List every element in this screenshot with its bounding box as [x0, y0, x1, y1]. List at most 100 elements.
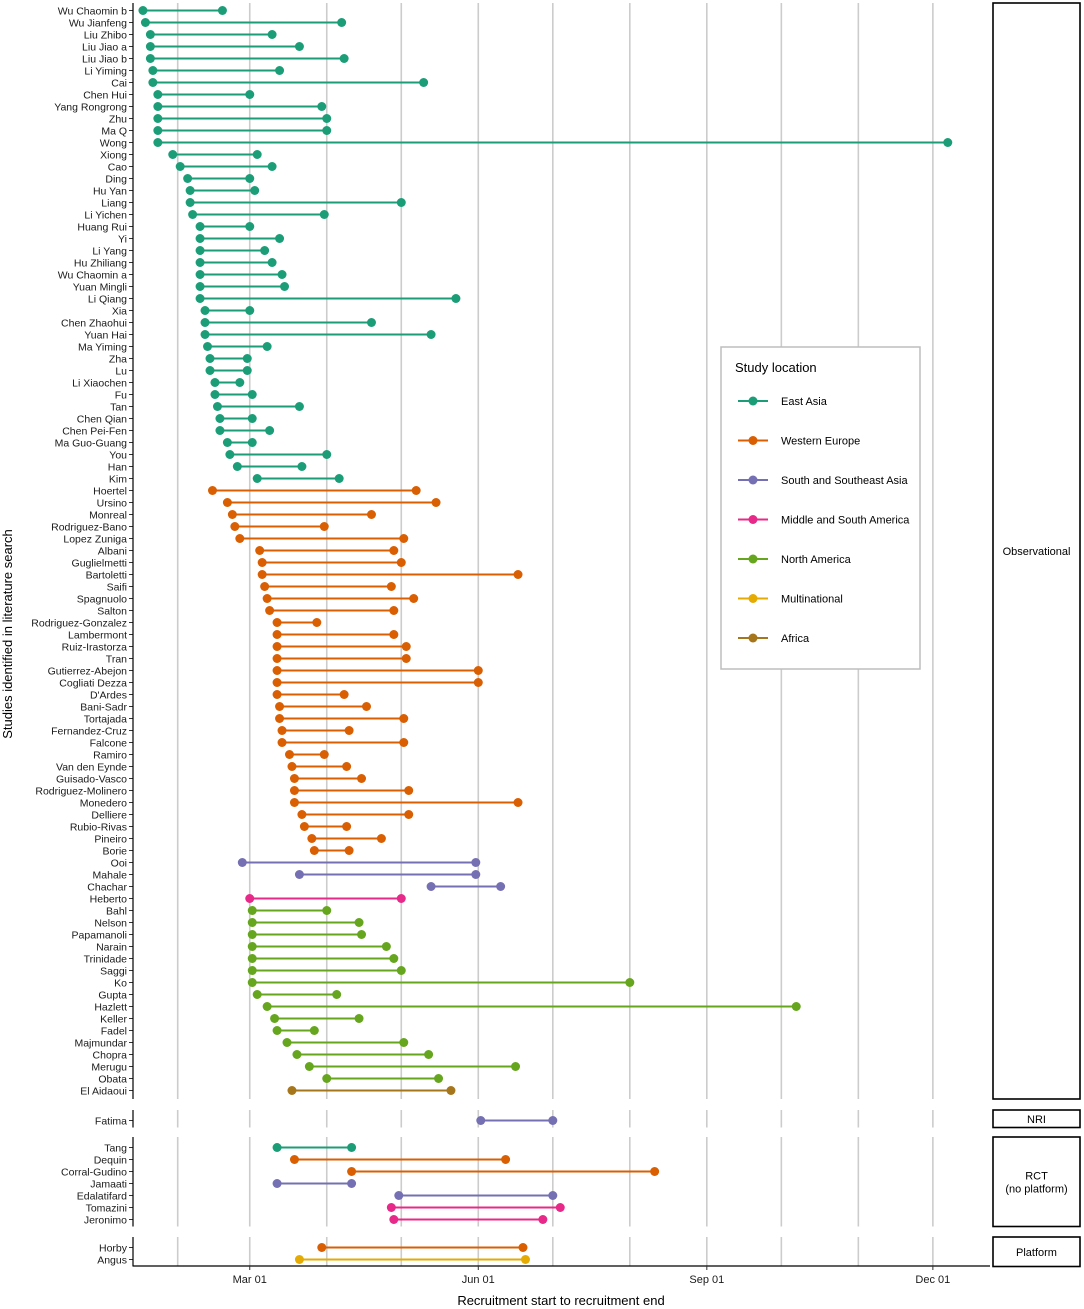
study-label: Spagnuolo: [77, 593, 127, 605]
study-label: Huang Rui: [77, 221, 127, 233]
start-point: [247, 978, 257, 987]
study-label: Ooi: [111, 857, 127, 869]
end-point: [245, 90, 255, 99]
x-axis-title: Recruitment start to recruitment end: [457, 1293, 664, 1308]
start-point: [252, 990, 262, 999]
end-point: [245, 306, 255, 315]
study-intervals: [138, 6, 953, 1264]
study-label: Gutierrez-Abejon: [48, 665, 128, 677]
start-point: [255, 546, 265, 555]
start-point: [262, 1002, 272, 1011]
end-point: [426, 330, 436, 339]
start-point: [247, 966, 257, 975]
end-point: [446, 1086, 456, 1095]
study-label: Rodriguez-Gonzalez: [31, 617, 127, 629]
end-point: [381, 942, 391, 951]
start-point: [282, 1038, 292, 1047]
end-point: [245, 222, 255, 231]
facet-strip: [992, 1136, 1081, 1228]
facet-strips: Observational NRI RCT(no platform) Platform: [992, 2, 1081, 1268]
end-point: [389, 630, 399, 639]
study-label: Dequin: [94, 1154, 127, 1166]
study-label: D'Ardes: [90, 689, 127, 701]
legend-label: South and Southeast Asia: [781, 475, 908, 487]
study-label: Horby: [99, 1242, 128, 1254]
end-point: [396, 198, 406, 207]
study-label: Merugu: [91, 1061, 127, 1073]
end-point: [332, 990, 342, 999]
end-point: [518, 1243, 528, 1252]
start-point: [237, 858, 247, 867]
study-label: Obata: [98, 1073, 127, 1085]
end-point: [344, 846, 354, 855]
start-point: [287, 1086, 297, 1095]
end-point: [277, 270, 287, 279]
facet-strip: [992, 1109, 1081, 1129]
start-point: [389, 1215, 399, 1224]
legend-key-point: [748, 436, 758, 445]
start-point: [212, 402, 222, 411]
end-point: [548, 1116, 558, 1125]
study-label: Hu Yan: [93, 185, 127, 197]
end-point: [280, 282, 290, 291]
start-point: [309, 846, 319, 855]
end-point: [399, 1038, 409, 1047]
start-point: [476, 1116, 486, 1125]
start-point: [265, 606, 275, 615]
end-point: [245, 174, 255, 183]
end-point: [354, 918, 364, 927]
start-point: [175, 162, 185, 171]
start-point: [252, 474, 262, 483]
end-point: [396, 894, 406, 903]
start-point: [322, 1074, 332, 1083]
start-point: [262, 594, 272, 603]
facet-label: (no platform): [1005, 1183, 1067, 1195]
study-label: Hu Zhiliang: [74, 257, 127, 269]
study-label: Ursino: [97, 497, 128, 509]
study-label: Saggi: [100, 965, 127, 977]
end-point: [401, 654, 411, 663]
start-point: [205, 354, 215, 363]
start-point: [292, 1050, 302, 1059]
start-point: [272, 690, 282, 699]
x-tick-label: Jun 01: [462, 1274, 495, 1286]
study-label: Guglielmetti: [72, 557, 127, 569]
start-point: [153, 138, 163, 147]
study-label: Cogliati Dezza: [59, 677, 127, 689]
end-point: [376, 834, 386, 843]
x-tick-label: Dec 01: [915, 1274, 950, 1286]
start-point: [200, 306, 210, 315]
start-point: [272, 1026, 282, 1035]
study-label: Zhu: [109, 113, 127, 125]
start-point: [307, 834, 317, 843]
end-point: [319, 750, 329, 759]
study-label: Yi: [118, 233, 127, 245]
study-label: Chen Qian: [77, 413, 127, 425]
end-point: [275, 234, 285, 243]
study-label: Tan: [110, 401, 127, 413]
start-point: [195, 294, 205, 303]
study-label: Fernandez-Cruz: [51, 725, 127, 737]
end-point: [339, 54, 349, 63]
legend-key-point: [748, 515, 758, 524]
start-point: [183, 174, 193, 183]
start-point: [260, 582, 270, 591]
study-label: Han: [108, 461, 127, 473]
start-point: [138, 6, 148, 15]
study-label: Ma Q: [101, 125, 127, 137]
start-point: [272, 1179, 282, 1188]
end-point: [322, 114, 332, 123]
study-label: Li Yichen: [84, 209, 127, 221]
study-label: Corral-Gudino: [61, 1166, 127, 1178]
study-label: Wu Jianfeng: [69, 17, 127, 29]
start-point: [185, 198, 195, 207]
start-point: [225, 450, 235, 459]
study-label: Cao: [108, 161, 127, 173]
end-point: [555, 1203, 565, 1212]
legend-key-point: [748, 594, 758, 603]
study-label: Li Yiming: [84, 65, 127, 77]
study-label: Wu Chaomin b: [58, 5, 127, 17]
study-label: Ma Yiming: [78, 341, 127, 353]
end-point: [496, 882, 506, 891]
legend-label: Middle and South America: [781, 515, 910, 527]
